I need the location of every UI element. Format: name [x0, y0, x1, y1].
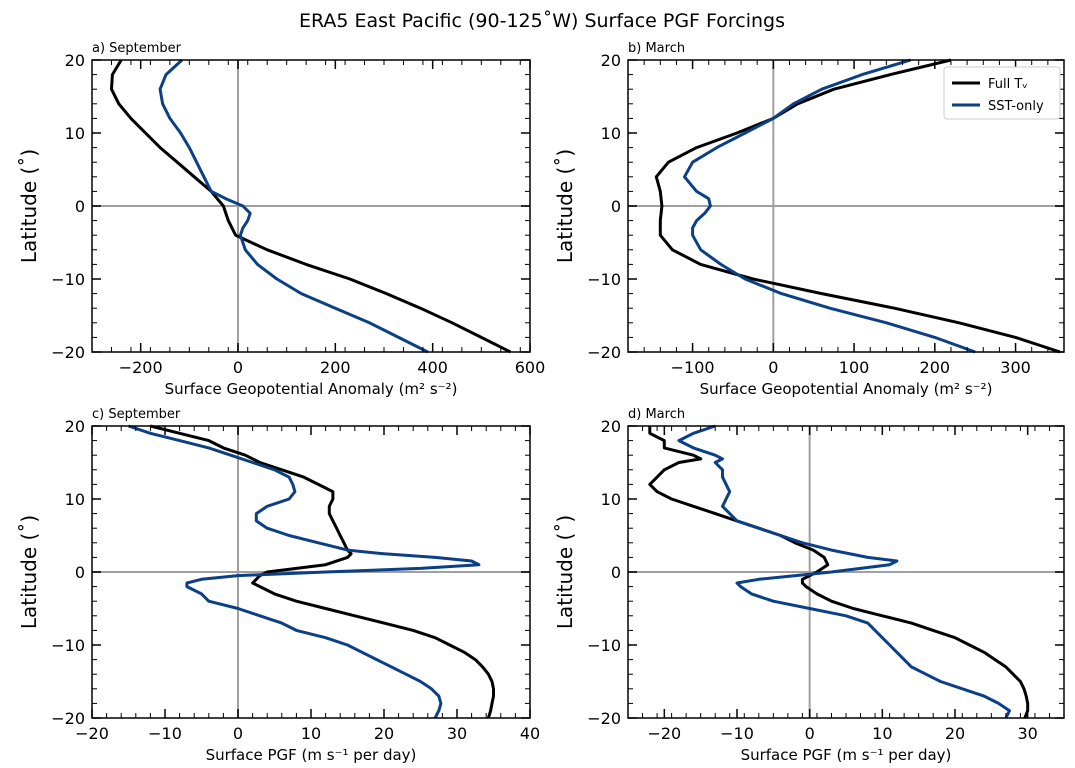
y-tick-label: 20 — [601, 417, 621, 436]
y-tick-label: 0 — [611, 563, 621, 582]
series-line-full — [654, 58, 1061, 354]
series-line-sst — [677, 424, 1011, 719]
x-tick-label: −20 — [75, 724, 109, 743]
panel-title: d) March — [628, 407, 685, 422]
y-axis-label: Latitude (˚) — [553, 149, 577, 263]
y-tick-label: −20 — [587, 709, 621, 728]
x-tick-label: 400 — [417, 358, 448, 377]
x-tick-label: 0 — [233, 724, 243, 743]
y-tick-label: 10 — [601, 490, 621, 509]
series-line-full — [110, 59, 512, 354]
x-axis-label: Surface Geopotential Anomaly (m² s⁻²) — [700, 380, 993, 398]
y-tick-label: −10 — [587, 636, 621, 655]
x-tick-label: 20 — [945, 724, 965, 743]
x-tick-label: 600 — [515, 358, 546, 377]
panel-title: a) September — [92, 41, 182, 56]
y-tick-label: 0 — [75, 563, 85, 582]
y-tick-label: 0 — [611, 197, 621, 216]
x-tick-label: −200 — [119, 358, 163, 377]
x-tick-label: 40 — [520, 724, 540, 743]
y-tick-label: −20 — [587, 343, 621, 362]
y-tick-label: 10 — [601, 124, 621, 143]
legend-label: Full Tᵥ — [988, 77, 1028, 92]
x-tick-label: −10 — [148, 724, 182, 743]
panel-title: b) March — [628, 41, 685, 56]
panel-d: −20 −10 0 10 20 30 −20 −10 0 10 20 d) March Surface … — [553, 407, 1065, 764]
x-tick-label: −10 — [720, 724, 754, 743]
x-tick-label: 10 — [301, 724, 321, 743]
y-axis-label: Latitude (˚) — [17, 515, 41, 629]
y-tick-label: −10 — [51, 270, 85, 289]
x-tick-label: −20 — [647, 724, 681, 743]
x-tick-label: 200 — [920, 358, 951, 377]
panel-a: −200 0 200 400 600 −20 −10 0 10 20 a) September Sur… — [17, 41, 545, 398]
x-tick-label: 10 — [872, 724, 892, 743]
x-axis-label: Surface Geopotential Anomaly (m² s⁻²) — [165, 380, 458, 398]
y-tick-label: 10 — [65, 124, 85, 143]
x-tick-label: 20 — [374, 724, 394, 743]
x-axis-label: Surface PGF (m s⁻¹ per day) — [206, 746, 417, 764]
y-axis-label: Latitude (˚) — [553, 515, 577, 629]
y-tick-label: −10 — [51, 636, 85, 655]
x-tick-label: −100 — [671, 358, 715, 377]
x-tick-label: 30 — [1017, 724, 1037, 743]
series-line-sst — [128, 424, 481, 719]
x-tick-label: 300 — [1000, 358, 1031, 377]
y-tick-label: 10 — [65, 490, 85, 509]
y-tick-label: 20 — [65, 51, 85, 70]
legend-label: SST-only — [988, 99, 1044, 114]
figure-title: ERA5 East Pacific (90-125˚W) Surface PGF… — [299, 10, 785, 32]
y-tick-label: −10 — [587, 270, 621, 289]
y-tick-label: −20 — [51, 343, 85, 362]
series-line-sst — [158, 58, 429, 354]
legend: Full Tᵥ SST-only — [943, 66, 1061, 120]
x-tick-label: 0 — [233, 358, 243, 377]
x-tick-label: 200 — [320, 358, 351, 377]
x-tick-label: 100 — [839, 358, 870, 377]
y-tick-label: 0 — [75, 197, 85, 216]
x-tick-label: 0 — [805, 724, 815, 743]
x-tick-label: 30 — [447, 724, 467, 743]
y-axis-label: Latitude (˚) — [17, 149, 41, 263]
panel-c: −20 −10 0 10 20 30 40 −20 −10 0 10 20 c) September Su… — [17, 407, 540, 764]
series-line-full — [150, 424, 495, 719]
y-tick-label: 20 — [601, 51, 621, 70]
y-tick-label: 20 — [65, 417, 85, 436]
x-axis-label: Surface PGF (m s⁻¹ per day) — [741, 746, 952, 764]
series-line-sst — [683, 58, 976, 354]
x-tick-label: 0 — [768, 358, 778, 377]
panel-title: c) September — [92, 407, 181, 422]
y-tick-label: −20 — [51, 709, 85, 728]
